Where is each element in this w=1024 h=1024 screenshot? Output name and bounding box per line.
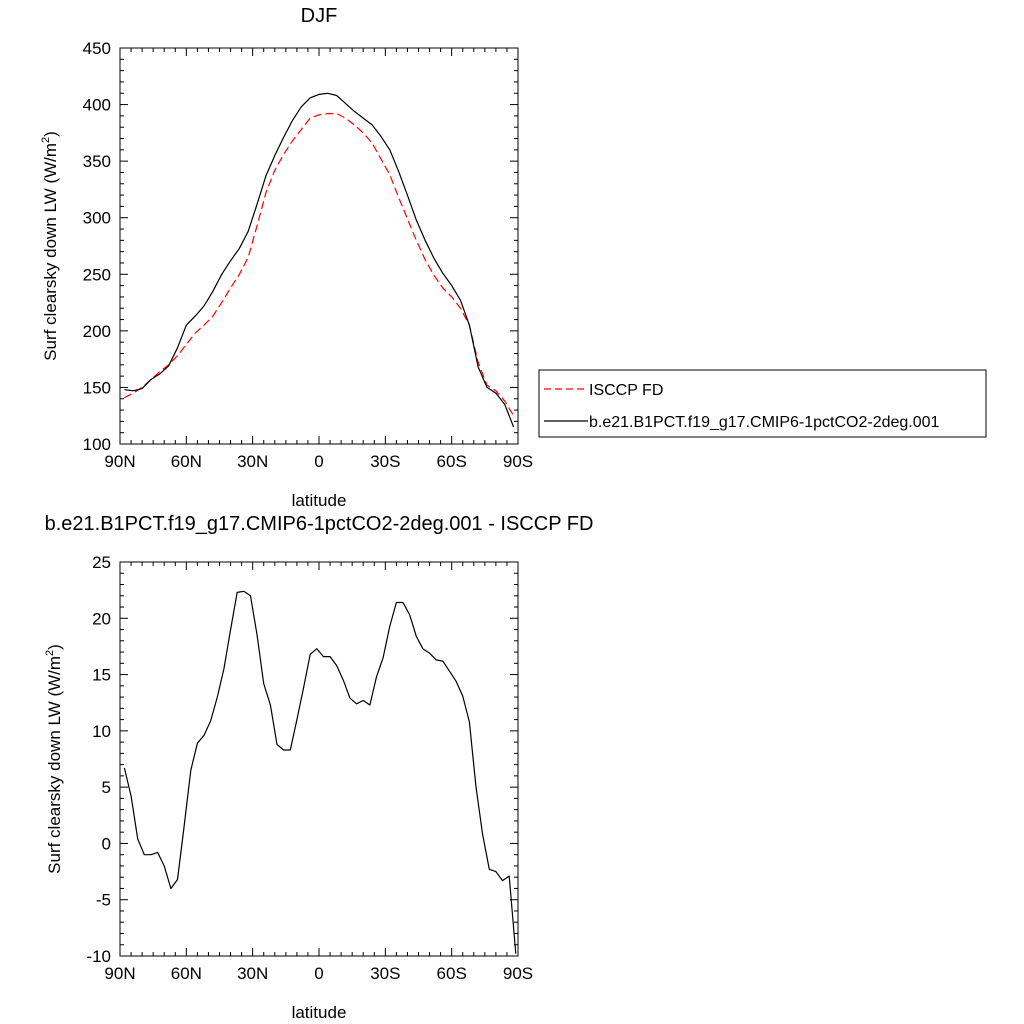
y-tick-label: 25: [92, 553, 111, 572]
bottom-plot-frame: [119, 561, 519, 957]
top-plot-x-tick-labels: 90N 60N 30N 0 30S 60S 90S: [104, 452, 533, 471]
top-plot-series-line-0: [124, 112, 515, 417]
y-tick-label: -10: [86, 947, 111, 966]
legend: ISCCP FD b.e21.B1PCT.f19_g17.CMIP6-1pctC…: [538, 369, 987, 438]
y-tick-label: 400: [83, 96, 111, 115]
x-tick-label: 60N: [171, 964, 202, 983]
x-tick-label: 60S: [437, 964, 467, 983]
bottom-plot-xlabel: latitude: [292, 1003, 347, 1022]
bottom-plot-series-line-0: [123, 590, 517, 954]
x-tick-label: 90S: [503, 964, 533, 983]
y-tick-label: 350: [83, 152, 111, 171]
y-tick-label: 20: [92, 609, 111, 628]
x-tick-label: 30N: [237, 964, 268, 983]
x-tick-label: 90N: [104, 452, 135, 471]
bottom-plot-title: b.e21.B1PCT.f19_g17.CMIP6-1pctCO2-2deg.0…: [45, 513, 594, 535]
y-tick-label: 450: [83, 39, 111, 58]
y-tick-label: 300: [83, 209, 111, 228]
top-plot-series: [124, 92, 515, 428]
x-tick-label: 30S: [370, 452, 400, 471]
top-plot-ylabel: Surf clearsky down LW (W/m2): [40, 131, 60, 361]
legend-label-isccp: ISCCP FD: [589, 382, 663, 399]
top-plot-ylabel-superscript: 2: [40, 137, 52, 143]
top-plot-title: DJF: [301, 5, 338, 27]
x-tick-label: 0: [314, 964, 323, 983]
bottom-plot-x-tick-labels: 90N 60N 30N 0 30S 60S 90S: [104, 964, 533, 983]
y-tick-label: 200: [83, 322, 111, 341]
bottom-plot-y-tick-labels: -10 -5 0 5 10 15 20 25: [86, 553, 111, 966]
bottom-plot-ylabel: Surf clearsky down LW (W/m2): [44, 644, 64, 874]
y-tick-label: 10: [92, 722, 111, 741]
x-tick-label: 90N: [104, 964, 135, 983]
x-tick-label: 90S: [503, 452, 533, 471]
top-plot-xlabel: latitude: [292, 491, 347, 510]
top-plot-frame: [119, 47, 519, 445]
y-tick-label: 5: [102, 778, 111, 797]
x-tick-label: 0: [314, 452, 323, 471]
x-tick-label: 60S: [437, 452, 467, 471]
legend-label-model: b.e21.B1PCT.f19_g17.CMIP6-1pctCO2-2deg.0…: [589, 414, 940, 431]
bottom-plot: b.e21.B1PCT.f19_g17.CMIP6-1pctCO2-2deg.0…: [44, 513, 593, 1022]
x-tick-label: 30S: [370, 964, 400, 983]
bottom-plot-ticks: [119, 561, 519, 957]
bottom-plot-series: [123, 590, 517, 954]
y-tick-label: -5: [96, 891, 111, 910]
top-plot-ticks: [119, 47, 519, 445]
top-plot-y-tick-labels: 100 150 200 250 300 350 400 450: [83, 39, 111, 454]
y-tick-label: 15: [92, 666, 111, 685]
y-tick-label: 250: [83, 265, 111, 284]
y-tick-label: 150: [83, 378, 111, 397]
y-tick-label: 0: [102, 834, 111, 853]
top-plot: DJF 90N 60N 30N 0 30S 60S 90S 100 150 200 250 300 3…: [40, 5, 533, 510]
legend-box: [538, 369, 987, 438]
top-plot-series-line-1: [124, 92, 515, 428]
x-tick-label: 30N: [237, 452, 268, 471]
y-tick-label: 100: [83, 435, 111, 454]
x-tick-label: 60N: [171, 452, 202, 471]
bottom-plot-ylabel-superscript: 2: [44, 650, 56, 656]
